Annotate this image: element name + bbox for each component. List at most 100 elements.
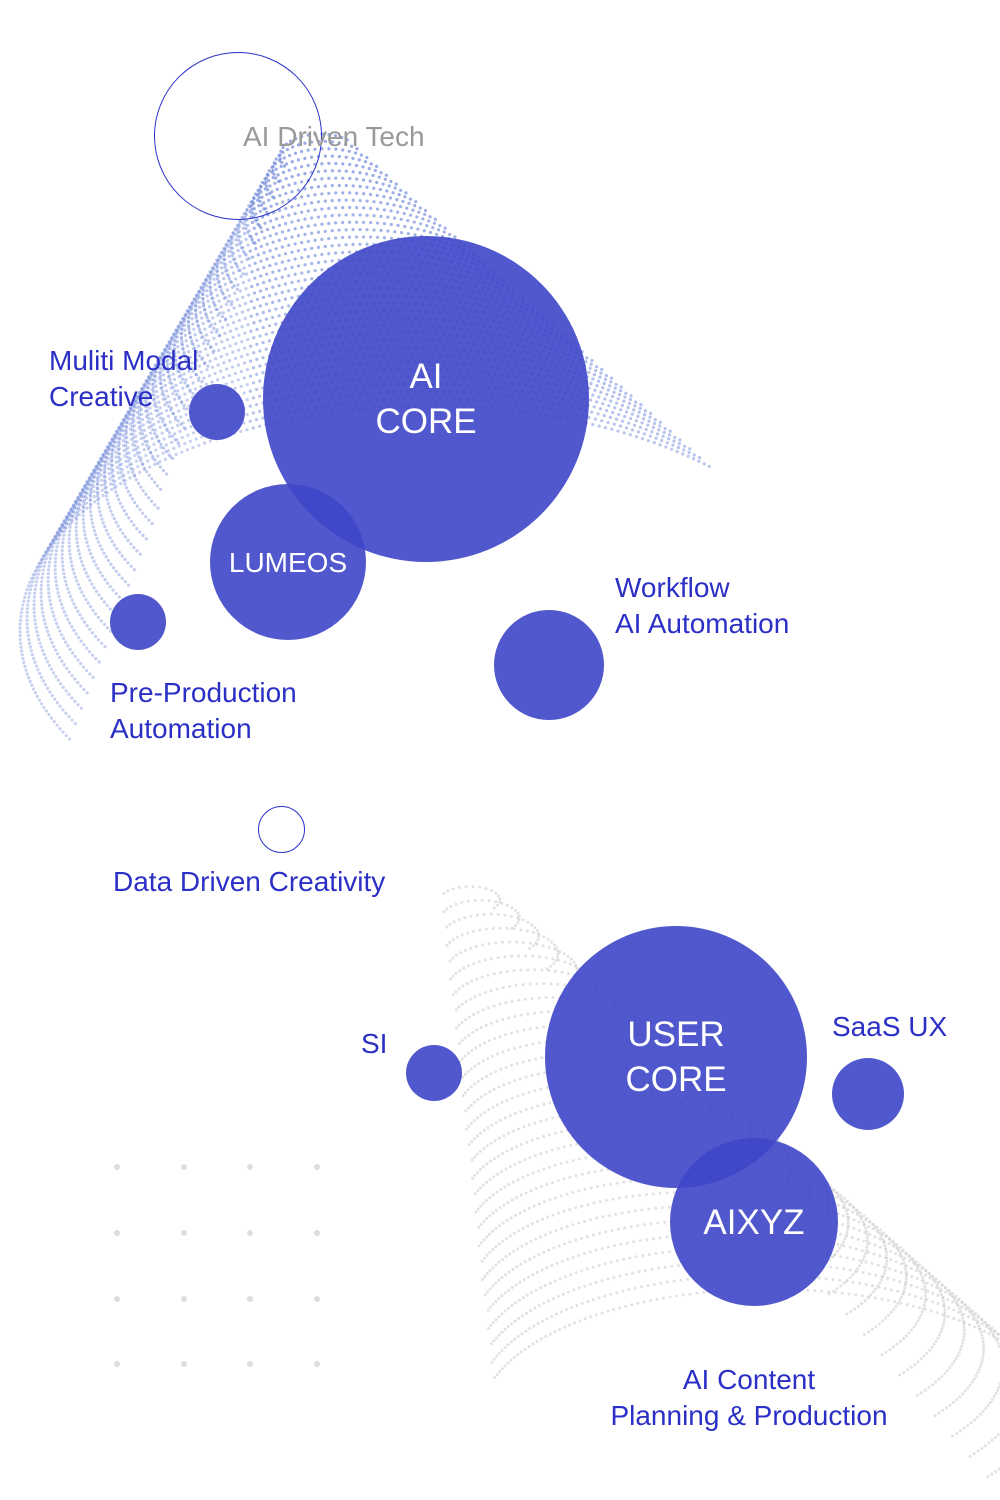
particle-dot bbox=[155, 484, 160, 488]
particle-dot bbox=[464, 1127, 468, 1131]
particle-dot bbox=[76, 548, 81, 552]
particle-dot bbox=[18, 626, 22, 630]
particle-dot bbox=[150, 436, 154, 441]
particle-dot bbox=[882, 1272, 886, 1276]
particle-dot bbox=[554, 958, 558, 962]
particle-dot bbox=[225, 352, 229, 356]
particle-dot bbox=[18, 630, 22, 634]
particle-dot bbox=[358, 184, 362, 189]
particle-dot bbox=[47, 633, 51, 637]
particle-dot bbox=[91, 675, 95, 680]
particle-dot bbox=[556, 1211, 560, 1215]
particle-dot bbox=[191, 322, 195, 326]
particle-dot bbox=[330, 169, 334, 173]
particle-dot bbox=[531, 954, 535, 958]
particle-dot bbox=[187, 325, 191, 329]
particle-dot bbox=[43, 622, 47, 626]
particle-dot bbox=[174, 403, 179, 407]
particle-dot bbox=[892, 1345, 896, 1349]
particle-dot bbox=[942, 1318, 946, 1322]
particle-dot bbox=[140, 386, 144, 390]
particle-dot bbox=[151, 386, 156, 390]
particle-dot bbox=[102, 622, 106, 627]
particle-dot bbox=[443, 226, 447, 230]
particle-dot bbox=[274, 217, 279, 221]
particle-dot bbox=[209, 271, 213, 275]
particle-dot bbox=[218, 284, 222, 289]
particle-dot bbox=[164, 359, 169, 364]
particle-dot bbox=[334, 236, 338, 240]
particle-dot bbox=[337, 228, 341, 232]
particle-dot bbox=[56, 541, 60, 545]
particle-dot bbox=[492, 1157, 496, 1161]
particle-dot bbox=[144, 384, 148, 389]
particle-dot bbox=[919, 1313, 923, 1317]
particle-dot bbox=[164, 347, 168, 351]
particle-dot bbox=[877, 1322, 881, 1326]
particle-dot bbox=[482, 1256, 486, 1260]
particle-dot bbox=[187, 362, 191, 366]
particle-dot bbox=[125, 435, 129, 439]
particle-dot bbox=[473, 1155, 477, 1159]
particle-dot bbox=[643, 409, 648, 413]
particle-dot bbox=[355, 147, 359, 151]
particle-dot bbox=[48, 556, 52, 560]
particle-dot bbox=[460, 1020, 464, 1024]
particle-dot bbox=[82, 487, 86, 491]
particle-dot bbox=[75, 514, 79, 518]
particle-dot bbox=[296, 234, 301, 238]
particle-dot bbox=[261, 325, 265, 330]
particle-dot bbox=[215, 293, 220, 298]
particle-dot bbox=[73, 721, 78, 726]
particle-dot bbox=[536, 1104, 540, 1108]
particle-dot bbox=[133, 443, 137, 448]
particle-dot bbox=[860, 1215, 864, 1219]
particle-dot bbox=[912, 1325, 916, 1329]
particle-dot bbox=[566, 954, 570, 958]
particle-dot bbox=[653, 418, 657, 422]
particle-dot bbox=[403, 195, 407, 199]
particle-dot bbox=[61, 537, 65, 541]
particle-dot bbox=[73, 677, 77, 681]
particle-dot bbox=[141, 390, 145, 394]
particle-dot bbox=[103, 450, 107, 454]
particle-dot bbox=[173, 415, 178, 419]
particle-dot bbox=[239, 246, 244, 250]
particle-dot bbox=[236, 248, 240, 253]
particle-dot bbox=[254, 418, 259, 422]
particle-dot bbox=[310, 201, 314, 205]
particle-dot bbox=[137, 426, 141, 430]
particle-dot bbox=[91, 474, 95, 478]
particle-dot bbox=[589, 362, 593, 366]
particle-dot bbox=[88, 506, 92, 510]
particle-dot bbox=[137, 451, 142, 455]
particle-dot bbox=[152, 393, 156, 397]
particle-dot bbox=[85, 501, 89, 505]
particle-dot bbox=[21, 603, 25, 607]
particle-dot bbox=[99, 483, 104, 487]
particle-dot bbox=[303, 232, 307, 236]
particle-dot bbox=[68, 621, 72, 625]
particle-dot bbox=[862, 1214, 866, 1218]
particle-dot bbox=[202, 302, 206, 306]
particle-dot bbox=[490, 1123, 494, 1127]
particle-dot bbox=[909, 1365, 913, 1369]
particle-dot bbox=[361, 235, 366, 239]
particle-dot bbox=[477, 1061, 481, 1065]
particle-dot bbox=[274, 247, 278, 251]
particle-dot bbox=[504, 1167, 508, 1171]
particle-dot bbox=[871, 1223, 875, 1227]
particle-dot bbox=[624, 426, 629, 430]
particle-dot bbox=[48, 542, 53, 546]
particle-dot bbox=[624, 410, 629, 414]
particle-dot bbox=[136, 394, 141, 398]
particle-dot bbox=[232, 306, 236, 310]
particle-dot bbox=[47, 663, 52, 668]
particle-dot bbox=[123, 419, 127, 423]
particle-dot bbox=[251, 255, 255, 259]
particle-dot bbox=[846, 1218, 850, 1222]
particle-dot bbox=[264, 317, 268, 321]
particle-dot bbox=[530, 1106, 534, 1110]
particle-dot bbox=[612, 422, 616, 426]
particle-dot bbox=[212, 336, 216, 340]
